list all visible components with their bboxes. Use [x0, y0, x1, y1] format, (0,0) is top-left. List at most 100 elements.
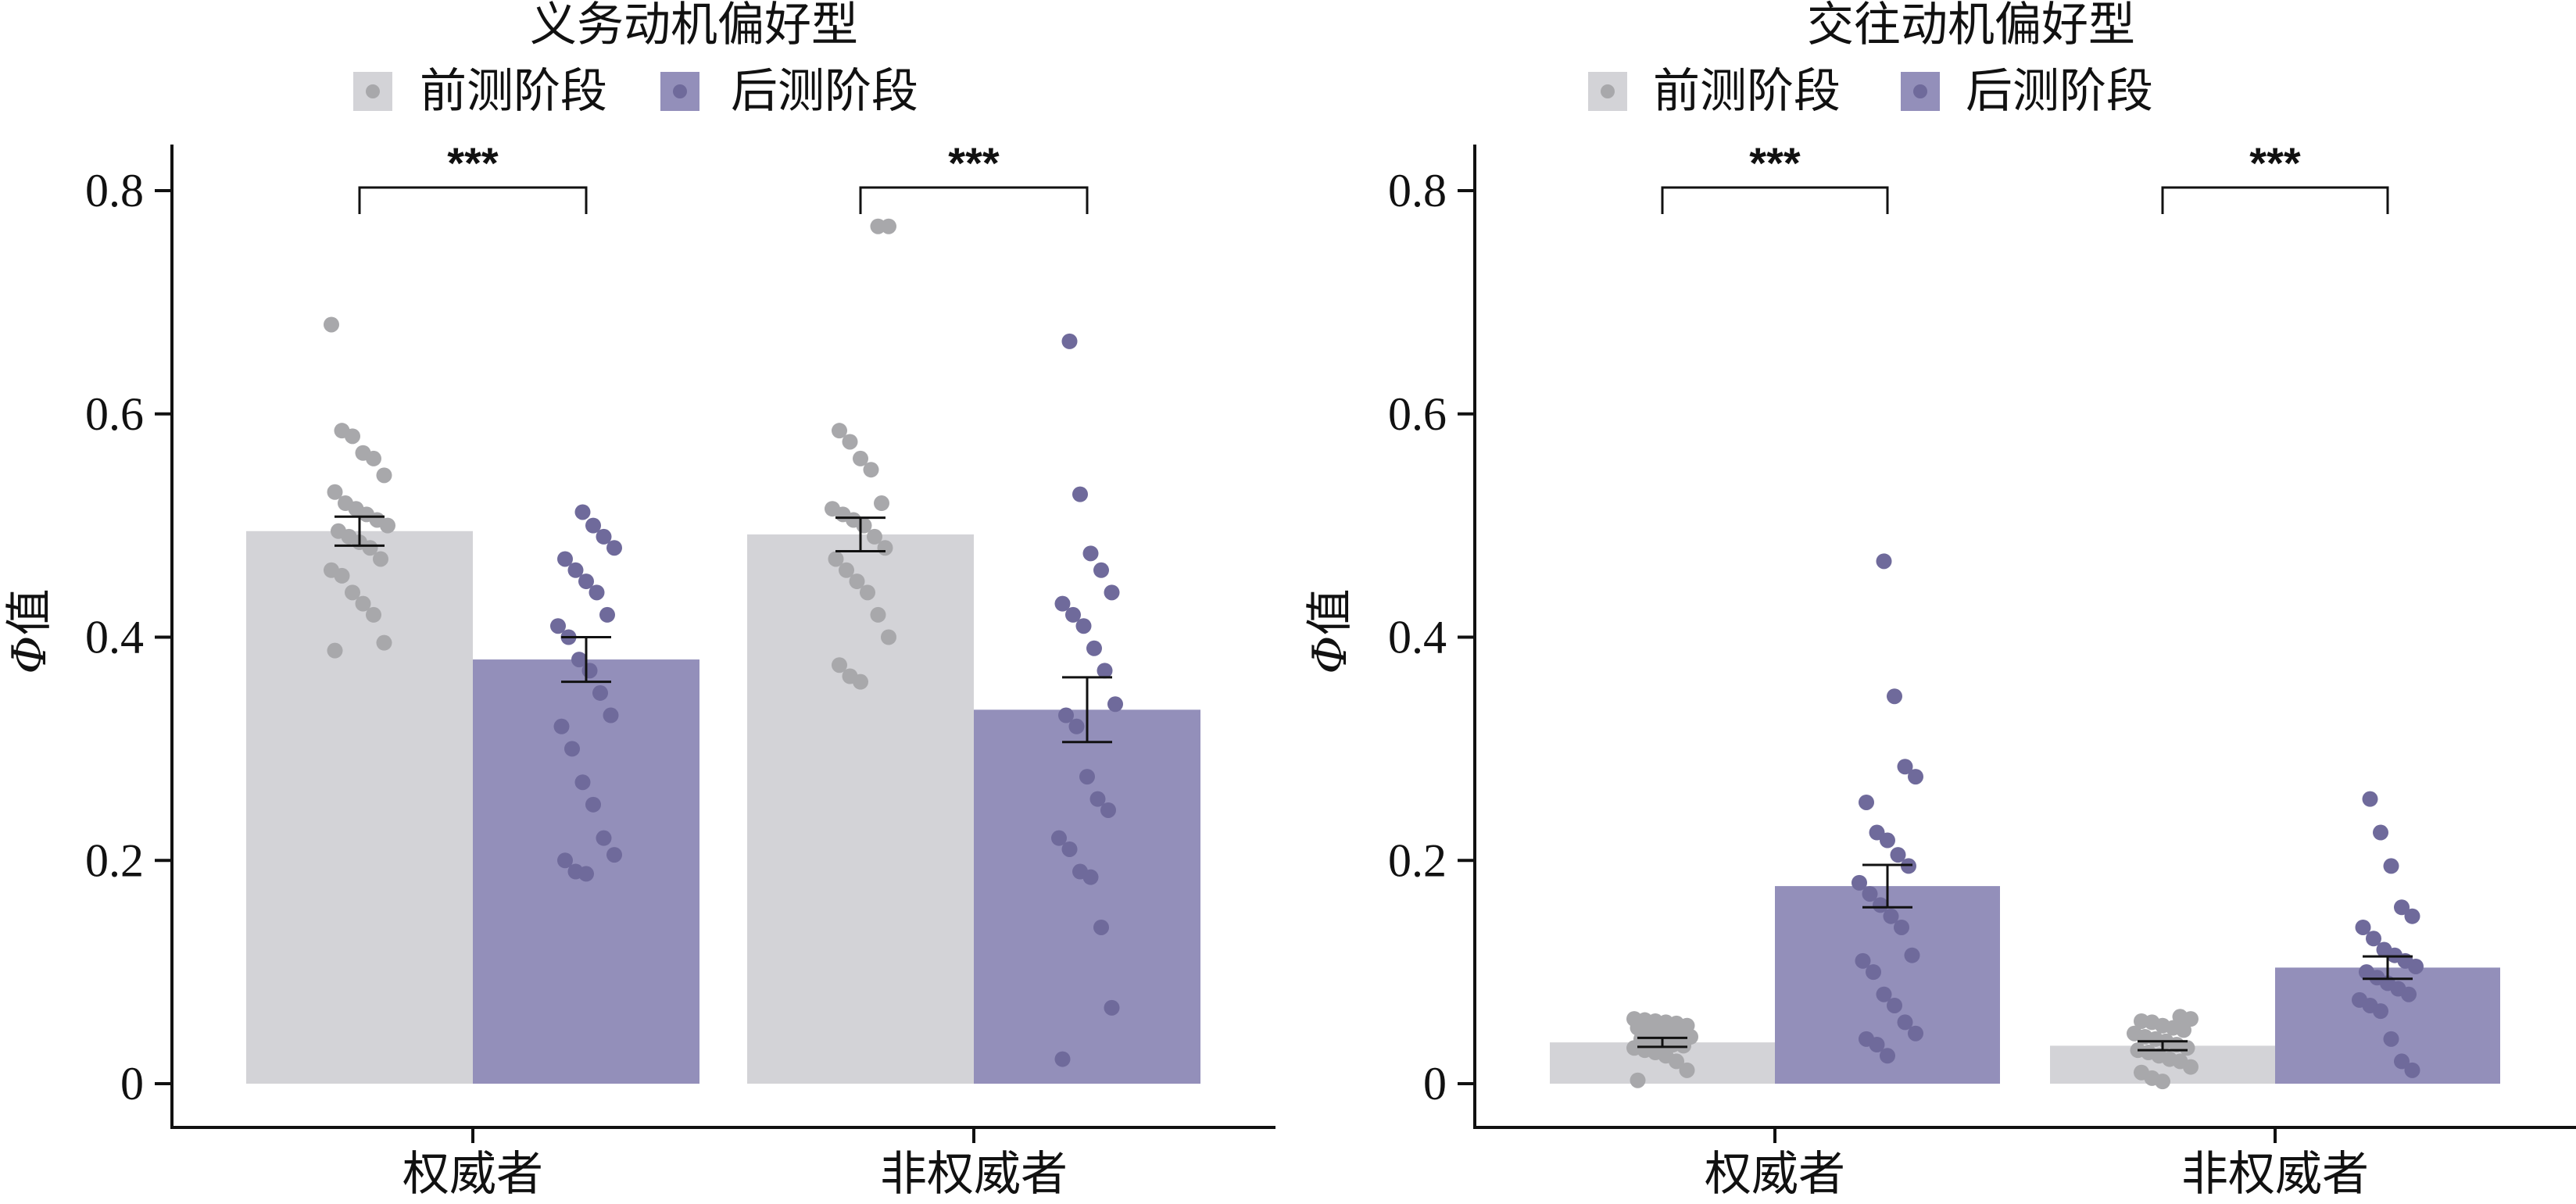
data-point: [842, 434, 858, 450]
data-point: [1887, 688, 1902, 705]
x-tick-label: 非权威者: [880, 1147, 1068, 1202]
data-point: [2383, 1031, 2399, 1047]
data-point: [1082, 869, 1099, 885]
data-point: [2373, 1003, 2388, 1020]
data-point: [373, 551, 388, 567]
data-point: [1855, 952, 1871, 969]
data-point: [1883, 908, 1899, 924]
x-tick-label: 非权威者: [2181, 1147, 2369, 1202]
data-point: [1630, 1072, 1646, 1088]
data-point: [1908, 1025, 1923, 1041]
legend-dot-post: [1913, 84, 1927, 98]
data-point: [553, 718, 570, 734]
svg-text:Φ值: Φ值: [2, 588, 57, 673]
data-point: [828, 551, 844, 567]
significance-bracket: [358, 186, 588, 214]
data-point: [1054, 1051, 1071, 1067]
significance-label: ***: [447, 138, 499, 188]
data-point: [1107, 696, 1123, 713]
data-point: [596, 830, 612, 846]
data-point: [1887, 997, 1902, 1013]
data-point: [585, 517, 601, 534]
data-point: [881, 218, 896, 234]
data-point: [1079, 769, 1095, 785]
significance-label: ***: [948, 138, 1000, 188]
data-point: [1852, 874, 1867, 891]
data-point: [376, 467, 392, 484]
data-point: [1093, 562, 1109, 578]
plot-area: 0 0.2 0.4 0.6 0.8 权威者 非权威者 *** ***: [1388, 138, 2576, 1202]
data-point: [1908, 769, 1923, 785]
data-point: [853, 673, 868, 690]
data-point: [1086, 640, 1102, 656]
data-point: [2394, 1053, 2410, 1070]
data-point: [1873, 897, 1888, 913]
data-point: [1869, 1036, 1885, 1052]
data-point: [870, 606, 886, 623]
legend-label-pre: 前测阶段: [420, 64, 607, 119]
y-tick-label: 0.8: [1388, 165, 1447, 216]
bar: [246, 531, 473, 1084]
y-tick-label: 0.6: [1388, 388, 1447, 440]
significance-bracket: [2161, 186, 2389, 214]
data-point: [366, 450, 381, 466]
data-point: [2183, 1059, 2199, 1075]
legend-label-post: 后测阶段: [731, 64, 918, 119]
data-point: [2404, 1062, 2420, 1078]
data-point: [589, 584, 605, 601]
data-point: [1862, 886, 1878, 902]
data-point: [327, 642, 343, 659]
data-point: [2408, 958, 2424, 974]
data-point: [1679, 1062, 1695, 1078]
data-point: [874, 495, 889, 512]
legend-dot-post: [673, 84, 687, 98]
data-point: [860, 584, 875, 601]
data-point: [1876, 986, 1892, 1002]
data-point: [1897, 759, 1913, 775]
x-tick-label: 权威者: [402, 1147, 543, 1202]
data-point: [1054, 595, 1071, 612]
svg-text:Φ值: Φ值: [1303, 588, 1358, 673]
data-point: [1880, 1048, 1895, 1064]
data-point: [324, 316, 339, 333]
legend-label-post: 后测阶段: [1966, 64, 2153, 119]
y-axis-label: Φ值: [1303, 588, 1358, 673]
data-point: [832, 423, 847, 439]
data-point: [345, 584, 360, 601]
data-point: [881, 629, 896, 645]
data-point: [334, 567, 350, 584]
data-point: [867, 528, 882, 545]
data-point: [1097, 663, 1113, 679]
plot-area: 0 0.2 0.4 0.6 0.8 权威者 非权威者 *** ***: [85, 138, 1275, 1202]
legend-dot-pre: [1601, 84, 1615, 98]
data-point: [863, 462, 879, 478]
data-point: [571, 652, 587, 668]
significance-bracket: [1661, 186, 1889, 214]
y-axis-label: Φ值: [2, 588, 57, 673]
data-point: [1093, 919, 1109, 935]
data-point: [1904, 947, 1920, 963]
x-tick-label: 权威者: [1705, 1147, 1845, 1202]
data-point: [1100, 802, 1116, 818]
data-point: [592, 684, 608, 701]
data-point: [1866, 964, 1881, 981]
legend-label-pre: 前测阶段: [1653, 64, 1841, 119]
data-point: [2183, 1011, 2199, 1027]
data-point: [1061, 333, 1078, 349]
data-point: [832, 657, 847, 673]
data-point: [849, 573, 865, 590]
data-point: [606, 540, 622, 556]
y-tick-label: 0.8: [85, 165, 144, 216]
data-point: [2373, 824, 2388, 841]
significance-label: ***: [1749, 138, 1801, 188]
data-point: [1065, 606, 1081, 623]
data-point: [1089, 791, 1106, 807]
bar: [747, 534, 974, 1084]
data-point: [574, 504, 591, 520]
data-point: [567, 562, 584, 578]
chart-panel-social: 交往动机偏好型 前测阶段 后测阶段 Φ值 0 0.2 0.4 0.6 0.8 权威者 非权威…: [1303, 0, 2576, 1202]
data-point: [2383, 858, 2399, 874]
data-point: [2362, 791, 2378, 807]
data-point: [380, 517, 395, 534]
data-point: [1897, 1014, 1913, 1031]
